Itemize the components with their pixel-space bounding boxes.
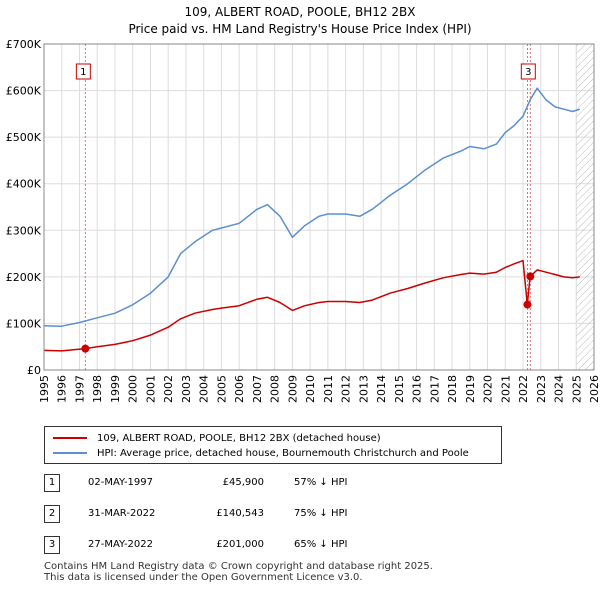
marker-label: 1 xyxy=(75,63,91,80)
x-tick-label: 2026 xyxy=(588,375,600,403)
series xyxy=(43,87,581,352)
grid xyxy=(43,43,595,371)
marker-label-text: 3 xyxy=(525,67,531,78)
marker-label: 3 xyxy=(520,63,536,80)
x-tick-label: 2008 xyxy=(269,375,282,403)
y-tick-label: £200K xyxy=(6,271,42,284)
hpi-series-line xyxy=(43,87,581,327)
transaction-points xyxy=(81,272,535,353)
x-tick-label: 1995 xyxy=(38,375,51,403)
transaction-price: £140,543 xyxy=(216,508,264,519)
x-tick-label: 2025 xyxy=(570,375,583,403)
transaction-hpi: 75% ↓ HPI xyxy=(294,508,348,519)
transaction-date: 27-MAY-2022 xyxy=(88,539,154,550)
x-tick-label: 2019 xyxy=(464,375,477,403)
transaction-hpi: 57% ↓ HPI xyxy=(294,477,348,488)
property-series-line xyxy=(43,259,580,352)
legend-label-hpi: HPI: Average price, detached house, Bour… xyxy=(97,447,469,459)
x-tick-label: 2013 xyxy=(357,375,370,403)
x-tick-label: 2000 xyxy=(127,375,140,403)
future-hatch-region xyxy=(576,44,594,370)
x-tick-label: 1997 xyxy=(73,375,86,403)
footer-licence: This data is licensed under the Open Gov… xyxy=(44,572,363,583)
transaction-hpi: 65% ↓ HPI xyxy=(294,539,348,550)
x-tick-label: 2002 xyxy=(162,375,175,403)
x-tick-label: 2023 xyxy=(535,375,548,403)
hatched-region xyxy=(576,44,594,370)
x-tick-label: 2014 xyxy=(375,375,388,403)
transaction-point xyxy=(526,272,535,281)
legend-swatch-hpi xyxy=(53,452,87,454)
y-tick-label: £600K xyxy=(6,85,42,98)
x-tick-label: 1998 xyxy=(91,375,104,403)
y-tick-label: £500K xyxy=(6,131,42,144)
transaction-price: £45,900 xyxy=(222,477,264,488)
axes: £0 £100K £200K £300K £400K £500K £600K £700K 199… xyxy=(6,38,600,403)
y-tick-label: £400K xyxy=(6,178,42,191)
x-tick-label: 2011 xyxy=(322,375,335,403)
transaction-point xyxy=(81,344,90,353)
marker-label-box xyxy=(75,63,91,80)
transaction-row: 2 31-MAR-2022 £140,543 75% ↓ HPI xyxy=(44,505,474,523)
transaction-number: 3 xyxy=(44,536,60,554)
x-tick-label: 2016 xyxy=(411,375,424,403)
x-tick-label: 2017 xyxy=(428,375,441,403)
plot-background xyxy=(44,44,594,370)
x-tick-label: 2012 xyxy=(340,375,353,403)
legend-swatch-property xyxy=(53,437,87,439)
legend: 109, ALBERT ROAD, POOLE, BH12 2BX (detac… xyxy=(44,426,502,464)
footer-copyright: Contains HM Land Registry data © Crown c… xyxy=(44,561,433,572)
x-tick-label: 1996 xyxy=(56,375,69,403)
x-tick-label: 2003 xyxy=(180,375,193,403)
plot-frame xyxy=(43,43,595,371)
y-tick-label: £0 xyxy=(27,364,41,377)
footer: Contains HM Land Registry data © Crown c… xyxy=(44,561,433,583)
x-tick-label: 2021 xyxy=(499,375,512,403)
x-tick-label: 2004 xyxy=(198,375,211,403)
chart-subtitle: Price paid vs. HM Land Registry's House … xyxy=(128,22,472,36)
legend-item-property: 109, ALBERT ROAD, POOLE, BH12 2BX (detac… xyxy=(53,431,381,445)
legend-item-hpi: HPI: Average price, detached house, Bour… xyxy=(53,446,469,460)
transaction-date: 31-MAR-2022 xyxy=(88,508,156,519)
x-tick-label: 2007 xyxy=(251,375,264,403)
transaction-point xyxy=(523,300,532,309)
y-tick-label: £100K xyxy=(6,317,42,330)
x-tick-label: 2010 xyxy=(304,375,317,403)
transaction-date: 02-MAY-1997 xyxy=(88,477,154,488)
chart-title: 109, ALBERT ROAD, POOLE, BH12 2BX Price … xyxy=(0,4,600,38)
x-tick-label: 2006 xyxy=(233,375,246,403)
legend-label-property: 109, ALBERT ROAD, POOLE, BH12 2BX (detac… xyxy=(97,432,381,444)
transaction-number: 1 xyxy=(44,474,60,492)
transaction-number: 2 xyxy=(44,505,60,523)
x-tick-label: 2020 xyxy=(482,375,495,403)
x-tick-label: 2015 xyxy=(393,375,406,403)
transaction-row: 1 02-MAY-1997 £45,900 57% ↓ HPI xyxy=(44,474,474,492)
y-tick-label: £700K xyxy=(6,38,42,51)
y-tick-label: £300K xyxy=(6,224,42,237)
marker-label-text: 1 xyxy=(80,67,86,78)
x-tick-label: 2018 xyxy=(446,375,459,403)
x-tick-label: 2001 xyxy=(144,375,157,403)
x-tick-label: 2022 xyxy=(517,375,530,403)
x-tick-label: 2005 xyxy=(215,375,228,403)
marker-label-box xyxy=(520,63,536,80)
x-tick-label: 1999 xyxy=(109,375,122,403)
transaction-row: 3 27-MAY-2022 £201,000 65% ↓ HPI xyxy=(44,536,474,554)
x-tick-label: 2009 xyxy=(286,375,299,403)
x-tick-label: 2024 xyxy=(553,375,566,403)
chart-title-main: 109, ALBERT ROAD, POOLE, BH12 2BX xyxy=(184,5,416,19)
transaction-price: £201,000 xyxy=(216,539,264,550)
